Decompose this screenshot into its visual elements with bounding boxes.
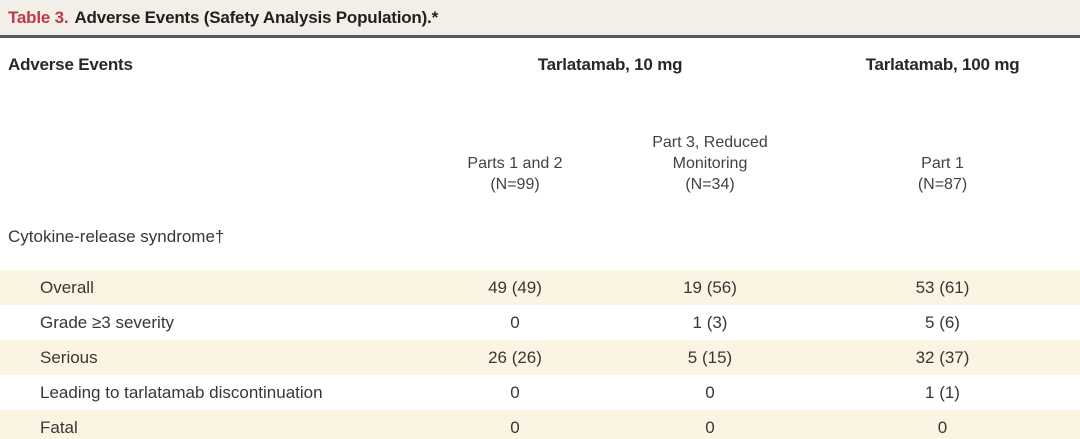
group-header-tarlatamab-100mg: Tarlatamab, 100 mg (865, 55, 1020, 74)
subcolumn-line: Monitoring (672, 155, 748, 172)
column-header-adverse-events: Adverse Events (8, 55, 133, 74)
group-header-row: Adverse Events Tarlatamab, 10 mg Tarlata… (0, 38, 1080, 95)
subcolumn-n-value: (N=34) (685, 176, 735, 193)
table-title-bar: Table 3. Adverse Events (Safety Analysis… (0, 0, 1080, 38)
subcolumn-header-parts-1-2: Parts 1 and 2 (N=99) (415, 95, 615, 203)
row-label: Fatal (40, 417, 78, 437)
section-label: Cytokine-release syndrome† (8, 226, 225, 246)
subcolumn-header-part-1: Part 1 (N=87) (805, 95, 1080, 203)
cell-value: 0 (705, 382, 715, 402)
table-number-label: Table 3. (8, 7, 69, 27)
subcolumn-n-value: (N=87) (917, 176, 968, 193)
table-row-grade-3-severity: Grade ≥3 severity 0 1 (3) 5 (6) (0, 305, 1080, 340)
subcolumn-line: Part 3, Reduced (652, 134, 768, 151)
adverse-events-table: Adverse Events Tarlatamab, 10 mg Tarlata… (0, 38, 1080, 439)
cell-value: 0 (510, 417, 520, 437)
cell-value: 26 (26) (488, 347, 542, 367)
subcolumn-header-part-3-reduced-monitoring: Part 3, Reduced Monitoring (N=34) (615, 95, 805, 203)
table-title-text: Adverse Events (Safety Analysis Populati… (74, 7, 438, 27)
cell-value: 0 (937, 417, 948, 437)
group-header-tarlatamab-10mg: Tarlatamab, 10 mg (537, 55, 683, 74)
section-row-cytokine-release-syndrome: Cytokine-release syndrome† (0, 203, 1080, 270)
subcolumn-header-spacer (0, 95, 415, 203)
cell-value: 0 (510, 382, 520, 402)
cell-value: 49 (49) (488, 277, 542, 297)
table-row-fatal: Fatal 0 0 0 (0, 410, 1080, 439)
subcolumn-line: Part 1 (921, 155, 964, 172)
table-row-serious: Serious 26 (26) 5 (15) 32 (37) (0, 340, 1080, 375)
cell-value: 1 (1) (925, 382, 960, 402)
row-label: Leading to tarlatamab discontinuation (40, 382, 323, 402)
table-row-overall: Overall 49 (49) 19 (56) 53 (61) (0, 270, 1080, 305)
subcolumn-n-value: (N=99) (490, 176, 540, 193)
cell-value: 5 (6) (925, 312, 960, 332)
cell-value: 5 (15) (687, 347, 733, 367)
table-row-leading-to-discontinuation: Leading to tarlatamab discontinuation 0 … (0, 375, 1080, 410)
row-label: Overall (40, 277, 94, 297)
cell-value: 53 (61) (915, 277, 970, 297)
row-label: Grade ≥3 severity (40, 312, 175, 332)
cell-value: 0 (705, 417, 715, 437)
subcolumn-line: Parts 1 and 2 (467, 155, 563, 172)
subcolumn-header-row: Parts 1 and 2 (N=99) Part 3, Reduced Mon… (0, 95, 1080, 203)
cell-value: 1 (3) (692, 312, 728, 332)
cell-value: 32 (37) (915, 347, 970, 367)
cell-value: 0 (510, 312, 520, 332)
cell-value: 19 (56) (683, 277, 737, 297)
row-label: Serious (40, 347, 98, 367)
